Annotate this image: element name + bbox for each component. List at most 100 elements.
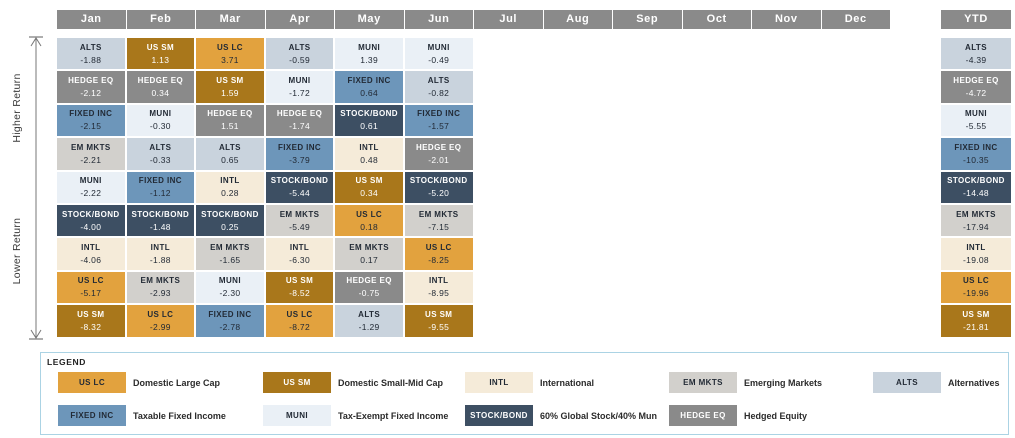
return-cell-ytd-intl: INTL -19.08 xyxy=(941,238,1011,270)
return-value: -0.49 xyxy=(428,54,450,65)
return-cell-apr-alts: ALTS -0.59 xyxy=(265,38,334,70)
return-cell-ytd-hedge-eq: HEDGE EQ -4.72 xyxy=(941,71,1011,103)
return-cell-mar-em-mkts: EM MKTS -1.65 xyxy=(196,238,264,270)
return-cell-may-us-sm: US SM 0.34 xyxy=(335,171,403,203)
return-value: 0.18 xyxy=(360,221,378,232)
return-value: 3.71 xyxy=(221,54,239,65)
legend-item-stock-bond: STOCK/BOND 60% Global Stock/40% Mun xyxy=(465,405,657,426)
return-value: -17.94 xyxy=(963,221,989,232)
return-value: 0.34 xyxy=(151,88,170,99)
asset-label: STOCK/BOND xyxy=(270,176,329,186)
return-value: -4.72 xyxy=(965,88,987,99)
asset-label: US LC xyxy=(286,309,313,319)
return-value: 0.34 xyxy=(360,188,378,199)
return-value: 0.17 xyxy=(360,255,378,266)
asset-label: US SM xyxy=(146,42,175,52)
legend-chip-hedge-eq: HEDGE EQ xyxy=(669,405,737,426)
return-cell-may-us-lc: US LC 0.18 xyxy=(335,204,403,237)
return-cell-feb-em-mkts: EM MKTS -2.93 xyxy=(126,271,195,304)
asset-label: HEDGE EQ xyxy=(415,142,462,152)
return-cell-jan-stock-bond: STOCK/BOND -4.00 xyxy=(57,204,125,237)
return-cell-mar-us-sm: US SM 1.59 xyxy=(196,71,264,103)
asset-label: HEDGE EQ xyxy=(346,276,392,286)
return-value: 0.28 xyxy=(221,188,239,199)
return-value: 0.61 xyxy=(360,121,378,132)
return-value: -0.33 xyxy=(149,154,171,165)
return-cell-mar-intl: INTL 0.28 xyxy=(196,171,264,203)
asset-label: FIXED INC xyxy=(954,142,998,152)
asset-label: HEDGE EQ xyxy=(68,76,114,86)
asset-label: INTL xyxy=(150,243,171,253)
return-cell-feb-alts: ALTS -0.33 xyxy=(126,138,195,170)
return-cell-jan-us-sm: US SM -8.32 xyxy=(57,305,125,337)
return-value: -8.72 xyxy=(289,321,310,332)
asset-label: EM MKTS xyxy=(279,209,320,219)
legend-desc-hedge-eq: Hedged Equity xyxy=(744,410,808,421)
month-header-mar: Mar xyxy=(196,10,265,29)
return-value: -2.99 xyxy=(149,321,171,332)
return-value: -4.00 xyxy=(80,221,102,232)
return-value: -2.01 xyxy=(428,154,450,165)
asset-label: MUNI xyxy=(358,42,381,52)
asset-label: FIXED INC xyxy=(208,309,252,319)
return-cell-apr-us-lc: US LC -8.72 xyxy=(265,305,334,337)
return-cell-feb-hedge-eq: HEDGE EQ 0.34 xyxy=(126,71,195,103)
return-value: -6.30 xyxy=(289,255,310,266)
return-cell-mar-stock-bond: STOCK/BOND 0.25 xyxy=(196,204,264,237)
return-cell-apr-fixed-inc: FIXED INC -3.79 xyxy=(265,138,334,170)
return-cell-ytd-fixed-inc: FIXED INC -10.35 xyxy=(941,138,1011,170)
asset-label: INTL xyxy=(359,142,379,152)
legend-chip-us-lc: US LC xyxy=(58,372,126,393)
asset-label: INTL xyxy=(289,243,310,253)
asset-label: MUNI xyxy=(79,176,102,186)
legend-item-alts: ALTS Alternatives xyxy=(873,372,1000,393)
legend-item-em-mkts: EM MKTS Emerging Markets xyxy=(669,372,822,393)
return-cell-feb-fixed-inc: FIXED INC -1.12 xyxy=(126,171,195,203)
legend-item-intl: INTL International xyxy=(465,372,594,393)
return-value: -2.15 xyxy=(80,121,102,132)
month-header-may: May xyxy=(335,10,404,29)
legend-desc-fixed-inc: Taxable Fixed Income xyxy=(133,410,226,421)
return-value: 0.25 xyxy=(221,221,239,232)
return-cell-mar-us-lc: US LC 3.71 xyxy=(196,38,264,70)
return-cell-may-muni: MUNI 1.39 xyxy=(335,38,403,70)
asset-label: EM MKTS xyxy=(956,209,996,219)
return-cell-may-hedge-eq: HEDGE EQ -0.75 xyxy=(335,271,403,304)
return-value: -2.22 xyxy=(80,188,102,199)
return-value: -1.88 xyxy=(149,255,171,266)
return-value: -1.74 xyxy=(289,121,310,132)
asset-label: FIXED INC xyxy=(347,76,391,86)
return-value: -8.95 xyxy=(428,288,450,299)
return-value: -2.93 xyxy=(149,288,171,299)
asset-label: US SM xyxy=(77,309,105,319)
return-value: -14.48 xyxy=(963,188,989,199)
return-value: -4.06 xyxy=(80,255,102,266)
asset-label: ALTS xyxy=(79,42,102,52)
return-cell-apr-hedge-eq: HEDGE EQ -1.74 xyxy=(265,104,334,137)
month-header-jun: Jun xyxy=(404,10,473,29)
return-value: -5.55 xyxy=(965,121,987,132)
asset-label: US LC xyxy=(147,309,174,319)
asset-label: INTL xyxy=(966,243,986,253)
asset-label: STOCK/BOND xyxy=(61,209,120,219)
legend-desc-muni: Tax-Exempt Fixed Income xyxy=(338,410,449,421)
return-cell-mar-hedge-eq: HEDGE EQ 1.51 xyxy=(196,104,264,137)
asset-label: STOCK/BOND xyxy=(947,176,1005,186)
return-value: -19.96 xyxy=(963,288,989,299)
return-value: -21.81 xyxy=(963,321,989,332)
asset-label: US LC xyxy=(356,209,383,219)
return-value: -4.39 xyxy=(965,54,987,65)
asset-label: STOCK/BOND xyxy=(131,209,190,219)
return-value: -2.12 xyxy=(80,88,102,99)
returns-grid: ALTS -1.88 HEDGE EQ -2.12 FIXED INC -2.15 EM M… xyxy=(57,38,890,337)
month-header-jan: Jan xyxy=(57,10,126,29)
asset-label: FIXED INC xyxy=(417,109,461,119)
return-cell-jun-hedge-eq: HEDGE EQ -2.01 xyxy=(404,138,473,170)
return-value: -5.49 xyxy=(289,221,310,232)
asset-label: US SM xyxy=(962,309,990,319)
return-value: -2.21 xyxy=(80,154,102,165)
higher-lower-axis-arrow xyxy=(29,36,43,340)
asset-label: US LC xyxy=(216,42,243,52)
asset-label: US LC xyxy=(963,276,989,286)
return-value: -8.52 xyxy=(289,288,310,299)
